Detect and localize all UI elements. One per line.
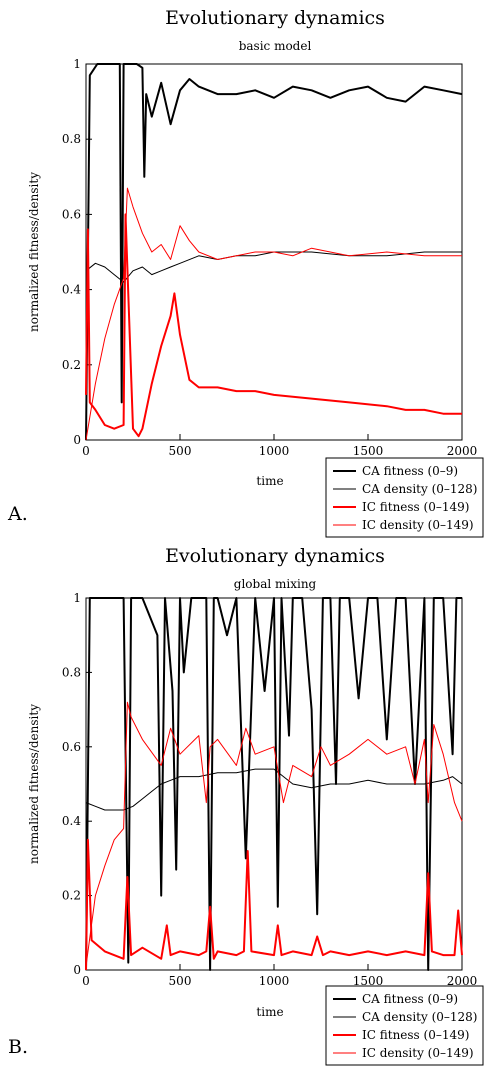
y-tick-label: 0.6 [62, 740, 81, 754]
series-line-1 [85, 63, 463, 441]
y-tick-label: 0.4 [62, 814, 81, 828]
chart-title: Evolutionary dynamics [165, 7, 385, 29]
x-tick-label: 1000 [259, 974, 290, 988]
chart-title: Evolutionary dynamics [165, 545, 385, 567]
legend-label: CA fitness (0–9) [362, 992, 458, 1006]
chart-svg-a: Evolutionary dynamics basic model 0 500 10… [7, 7, 484, 538]
y-axis-label: normalized fitness/density [27, 172, 41, 332]
legend-label: IC fitness (0–149) [362, 1028, 469, 1042]
chart-subtitle: global mixing [234, 577, 317, 591]
series-line-4 [85, 187, 462, 441]
chart-svg-b: Evolutionary dynamics global mixing 0 500… [8, 545, 484, 1066]
x-tick-label: 1500 [353, 974, 384, 988]
y-tick-label: 1 [73, 591, 81, 605]
x-tick-label: 500 [169, 974, 192, 988]
legend-label: CA density (0–128) [362, 482, 478, 496]
chart-subtitle: basic model [239, 39, 312, 53]
legend-label: IC fitness (0–149) [362, 500, 469, 514]
x-tick-label: 2000 [447, 444, 478, 458]
y-tick-label: 0.6 [62, 207, 81, 221]
y-tick-label: 0.8 [62, 665, 81, 679]
chart-panel-a: Evolutionary dynamics basic model 0 500 10… [0, 0, 484, 538]
legend: CA fitness (0–9) CA density (0–128) IC fit… [325, 985, 484, 1066]
y-tick-label: 1 [73, 57, 81, 71]
series-line-1 [85, 597, 462, 971]
y-tick-label: 0 [73, 433, 81, 447]
legend-label: CA fitness (0–9) [362, 464, 458, 478]
series-line-2 [85, 768, 463, 811]
x-tick-label: 1000 [259, 444, 290, 458]
series-line-2 [85, 251, 462, 283]
series-line-3 [85, 838, 463, 971]
y-axis-label: normalized fitness/density [27, 704, 41, 864]
x-tick-label: 2000 [447, 974, 478, 988]
y-tick-label: 0.8 [62, 132, 81, 146]
x-axis-label: time [256, 1005, 283, 1019]
legend-label: CA density (0–128) [362, 1010, 478, 1024]
series-line-4 [85, 701, 463, 967]
x-tick-label: 0 [82, 974, 90, 988]
legend-label: IC density (0–149) [362, 1046, 474, 1060]
series-line-3 [85, 213, 462, 438]
y-tick-label: 0 [73, 963, 81, 977]
x-tick-label: 1500 [353, 444, 384, 458]
panel-label: A. [7, 503, 28, 525]
chart-panel-b: Evolutionary dynamics global mixing 0 500… [0, 538, 484, 1076]
x-axis-label: time [256, 474, 283, 488]
legend-label: IC density (0–149) [362, 518, 474, 532]
y-tick-label: 0.4 [62, 283, 81, 297]
y-tick-label: 0.2 [62, 358, 81, 372]
y-tick-label: 0.2 [62, 889, 81, 903]
x-tick-label: 0 [82, 444, 90, 458]
x-tick-label: 500 [169, 444, 192, 458]
panel-label: B. [8, 1036, 28, 1058]
legend: CA fitness (0–9) CA density (0–128) IC fit… [325, 457, 484, 538]
